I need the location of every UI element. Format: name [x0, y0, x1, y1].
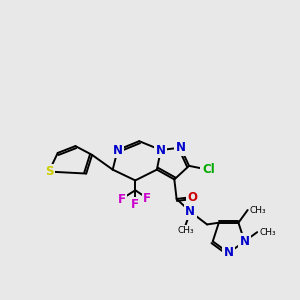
Text: Cl: Cl — [202, 163, 215, 176]
Text: N: N — [156, 143, 166, 157]
Text: F: F — [131, 199, 139, 212]
Text: N: N — [185, 205, 195, 218]
Text: N: N — [239, 235, 250, 248]
Text: CH₃: CH₃ — [177, 226, 194, 235]
Text: F: F — [143, 192, 151, 205]
Text: CH₃: CH₃ — [250, 206, 266, 214]
Text: N: N — [224, 246, 234, 260]
Text: F: F — [118, 193, 125, 206]
Text: S: S — [45, 165, 53, 178]
Text: N: N — [176, 141, 186, 154]
Text: N: N — [112, 143, 123, 157]
Text: O: O — [187, 190, 197, 204]
Text: CH₃: CH₃ — [259, 228, 276, 237]
